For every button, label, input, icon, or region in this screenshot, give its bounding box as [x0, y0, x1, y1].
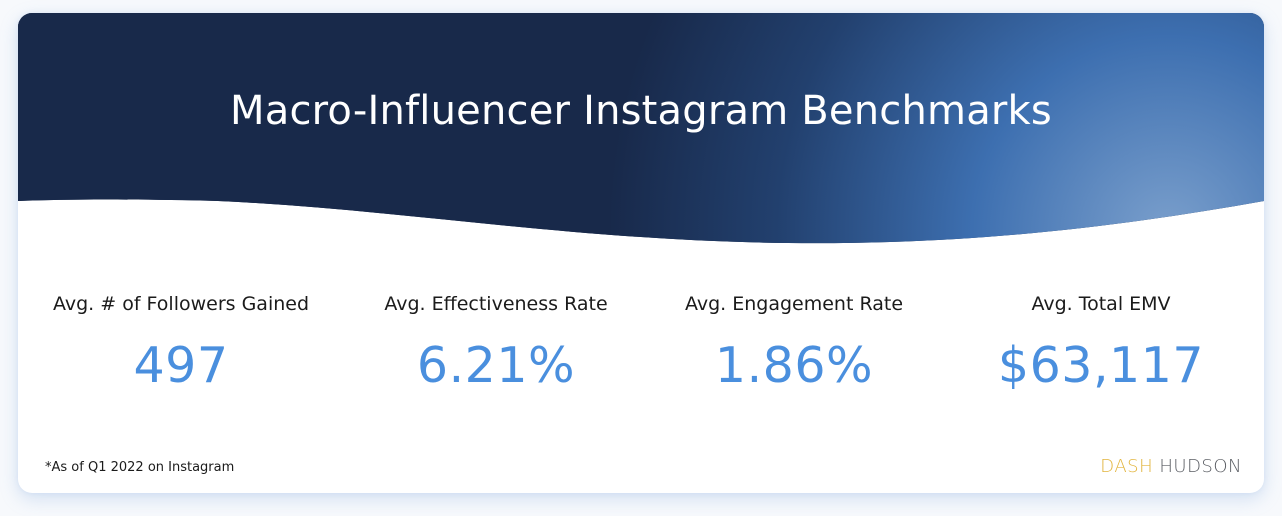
brand-logo: DASH HUDSON — [1100, 456, 1242, 477]
metric-label: Avg. Effectiveness Rate — [384, 293, 608, 315]
metric-label: Avg. Engagement Rate — [684, 293, 904, 315]
brand-logo-hudson: HUDSON — [1159, 456, 1242, 477]
wave-background — [18, 13, 1264, 244]
metric-value: 497 — [133, 337, 229, 394]
header-banner: Macro-Influencer Instagram Benchmarks — [18, 13, 1264, 253]
footnote: *As of Q1 2022 on Instagram — [45, 460, 235, 475]
metric-followers-gained: Avg. # of Followers Gained 497 — [31, 293, 331, 394]
benchmark-card: Macro-Influencer Instagram Benchmarks Av… — [18, 13, 1264, 493]
page-title: Macro-Influencer Instagram Benchmarks — [230, 88, 1052, 134]
metric-label: Avg. # of Followers Gained — [52, 293, 310, 315]
brand-logo-dash: DASH — [1100, 456, 1154, 477]
metric-effectiveness-rate: Avg. Effectiveness Rate 6.21% — [346, 293, 646, 394]
metric-total-emv: Avg. Total EMV $63,117 — [951, 293, 1251, 394]
metric-value: $63,117 — [997, 337, 1205, 394]
metric-value: 1.86% — [714, 337, 874, 394]
metric-engagement-rate: Avg. Engagement Rate 1.86% — [644, 293, 944, 394]
metrics-row: Avg. # of Followers Gained 497 Avg. Effe… — [18, 293, 1264, 403]
metric-value: 6.21% — [416, 337, 576, 394]
metric-label: Avg. Total EMV — [1031, 293, 1171, 315]
